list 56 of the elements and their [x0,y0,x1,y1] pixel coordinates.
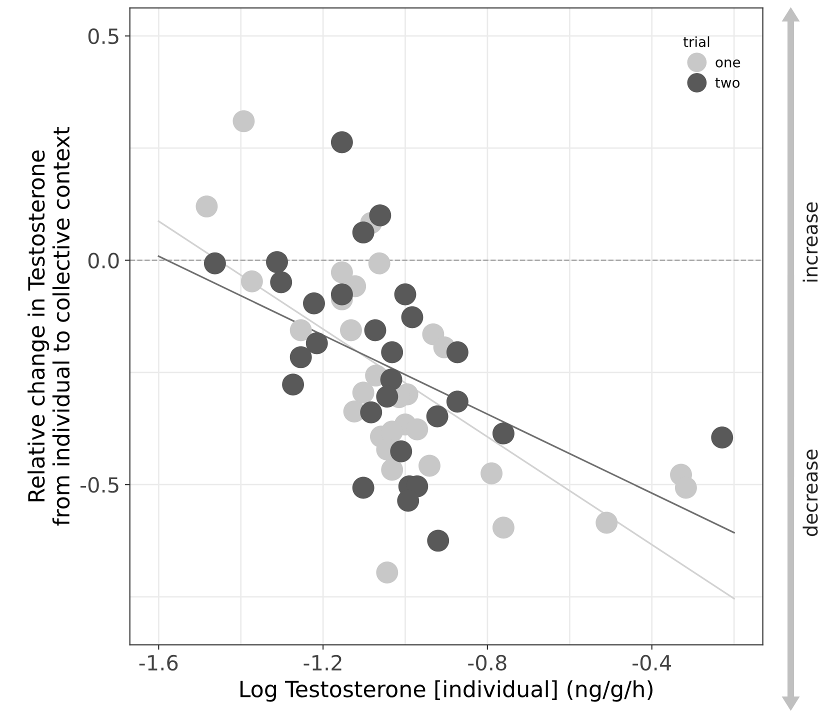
point [394,283,416,306]
point [330,131,353,154]
point [352,476,374,499]
y-tick-label: -0.5 [80,477,118,493]
point [480,462,503,484]
point [270,271,292,294]
point [360,401,382,424]
x-tick-label: -0.4 [632,654,672,671]
point [376,386,398,408]
point [368,252,390,274]
legend-title: trial [683,36,710,48]
point [290,319,312,342]
point [303,292,325,314]
point [364,319,386,342]
y-tick-label: 0.0 [88,252,119,268]
point [381,341,404,364]
point [376,562,398,584]
point [596,512,618,534]
point [282,374,304,396]
point [492,516,514,539]
x-tick-label: -0.8 [468,654,506,671]
point [492,422,514,444]
point [306,332,328,354]
point [418,454,440,477]
x-tick-label: -1.2 [304,654,342,670]
x-axis-title: Log Testosterone [individual] (ng/g/h) [240,680,652,702]
point [330,261,353,284]
point [427,530,450,552]
point [369,204,392,226]
point [352,221,374,244]
point [240,270,263,292]
legend-label: one [716,59,740,68]
y-tick-label: 0.5 [88,28,118,44]
point [674,476,697,499]
point [711,426,734,448]
point [390,440,412,462]
legend-label: two [715,78,740,88]
point [446,390,468,413]
point [330,283,353,306]
point [426,405,448,428]
point [446,341,468,364]
y-axis-title: Relative change in Testosterone from individual to collective context [28,127,70,526]
x-tick-label: -1.6 [139,654,178,671]
point [401,306,424,328]
point [340,319,362,342]
point [406,418,428,440]
point [352,382,374,404]
point [381,420,404,443]
point [232,110,255,132]
point [266,251,288,274]
point [381,458,404,481]
text: increase [802,202,818,282]
point [196,195,218,218]
point [290,346,312,368]
point [204,252,226,274]
text: decrease [802,450,818,536]
